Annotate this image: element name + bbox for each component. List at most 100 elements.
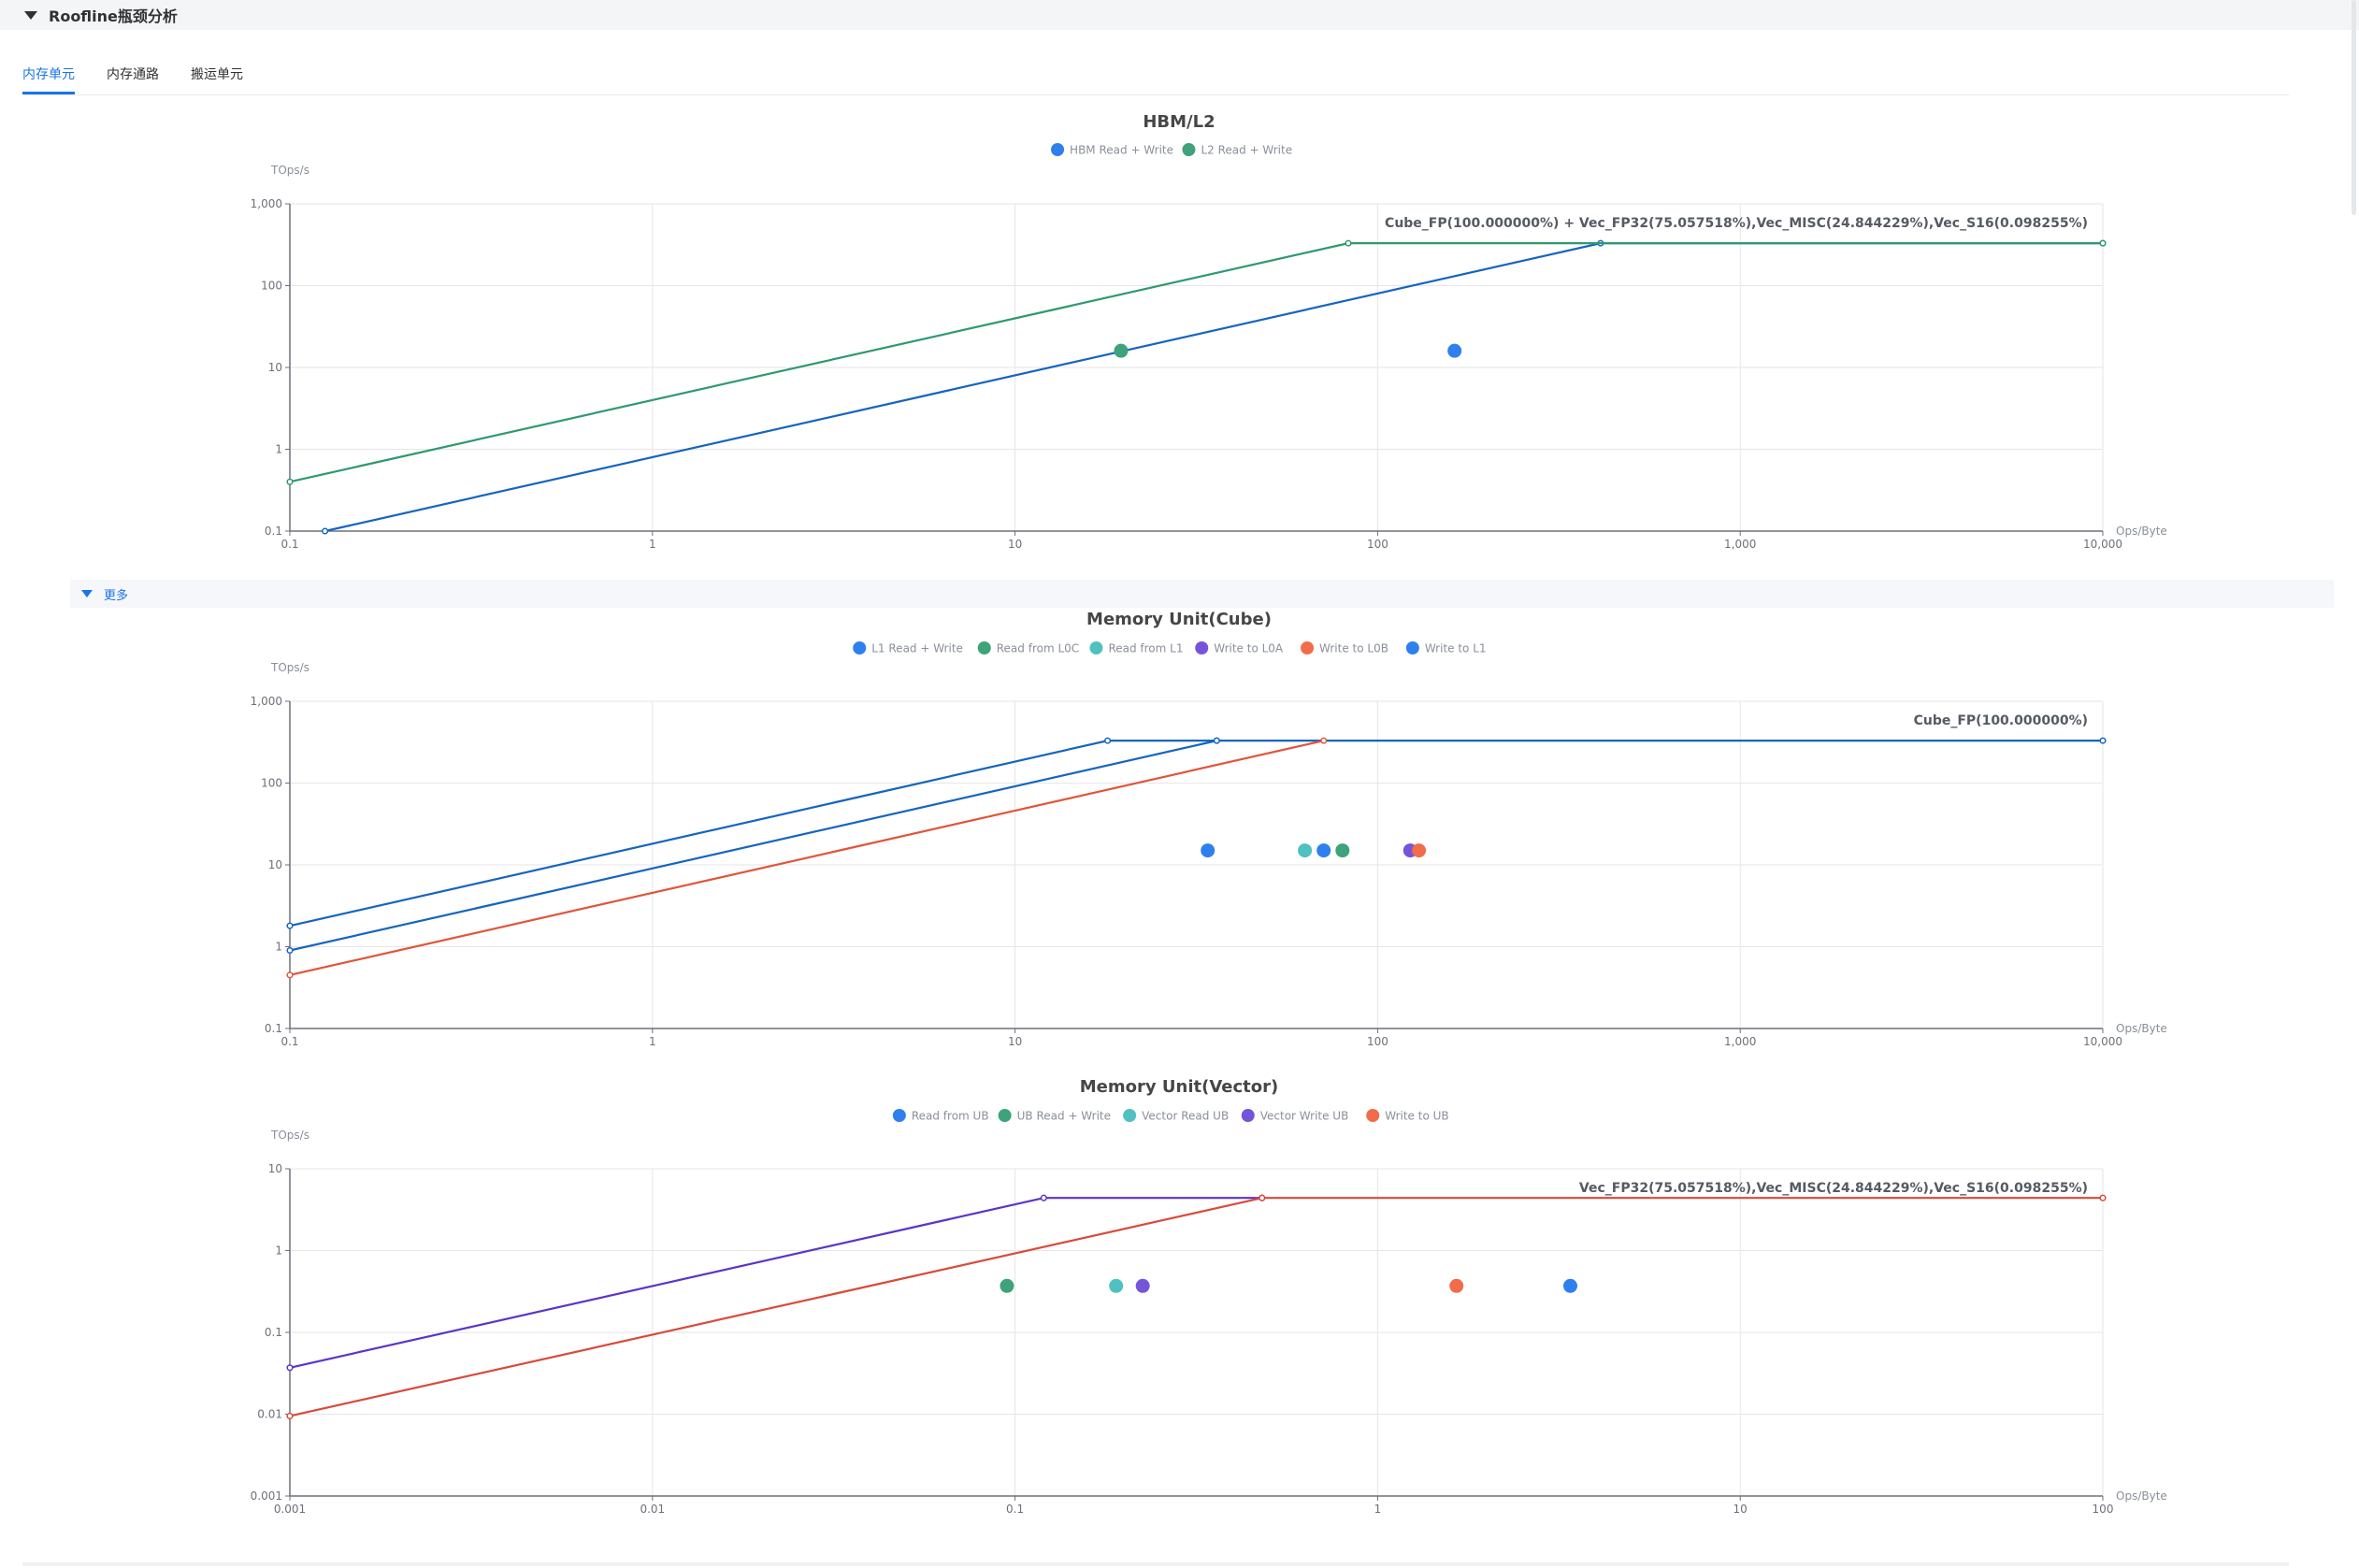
- y-tick-label: 0.1: [265, 1326, 282, 1339]
- y-tick-label: 100: [261, 777, 282, 790]
- roof-label: Cube_FP(100.000000%): [1914, 713, 2088, 728]
- legend-marker-4: [1366, 1109, 1380, 1122]
- data-point-5: [1316, 843, 1331, 858]
- roofline-vertex: [286, 946, 294, 955]
- legend-label: Write to UB: [1385, 1110, 1448, 1123]
- scrollbar[interactable]: [2352, 0, 2356, 215]
- data-point-1: [1000, 1278, 1014, 1293]
- roofline-vertex: [2099, 239, 2107, 247]
- roofline-vertex: [286, 1364, 294, 1372]
- bottom-divider: [22, 1562, 2289, 1566]
- legend-marker-1: [998, 1109, 1012, 1122]
- roof-label: Cube_FP(100.000000%) + Vec_FP32(75.05751…: [1385, 216, 2088, 231]
- legend-marker-0: [892, 1109, 906, 1122]
- x-tick-label: 1: [1374, 1503, 1382, 1516]
- x-tick-label: 1: [649, 538, 656, 551]
- x-tick-label: 0.1: [280, 538, 298, 551]
- legend-label: UB Read + Write: [1017, 1110, 1111, 1123]
- data-point-0: [1447, 343, 1462, 358]
- data-point-2: [1298, 843, 1313, 858]
- legend-label: Write to L0A: [1214, 642, 1284, 655]
- legend-label: HBM Read + Write: [1070, 144, 1173, 157]
- data-point-2: [1109, 1278, 1124, 1293]
- legend-marker-0: [1051, 143, 1065, 156]
- chart-memory-unit-vector: Memory Unit(Vector) Read from UB UB Read +…: [251, 1077, 2167, 1516]
- tab-memory-path[interactable]: 内存通路: [107, 67, 159, 82]
- y-tick-label: 10: [268, 361, 282, 374]
- legend-marker-1: [977, 641, 991, 655]
- legend-label: Vector Read UB: [1142, 1110, 1229, 1123]
- y-tick-label: 0.001: [251, 1489, 282, 1503]
- data-point-1: [1114, 343, 1129, 358]
- roofline-vertex: [322, 527, 329, 535]
- y-tick-label: 1: [275, 1244, 282, 1258]
- y-axis-label: TOps/s: [270, 1129, 309, 1142]
- more-toggle[interactable]: 更多: [70, 580, 2334, 608]
- x-tick-label: 10: [1733, 1503, 1748, 1516]
- x-tick-label: 100: [2093, 1503, 2114, 1516]
- legend-marker-1: [1182, 143, 1196, 156]
- roof-label: Vec_FP32(75.057518%),Vec_MISC(24.844229%…: [1579, 1181, 2088, 1196]
- chart-hbm-l2: HBM/L2 HBM Read + Write L2 Read + Write TOp…: [251, 112, 2167, 551]
- legend-marker-3: [1195, 641, 1209, 655]
- legend-marker-4: [1301, 641, 1315, 655]
- expand-caret-icon: [81, 590, 93, 597]
- x-tick-label: 100: [1367, 1035, 1388, 1048]
- y-tick-label: 1: [275, 941, 282, 954]
- y-tick-label: 10: [268, 858, 282, 871]
- y-tick-label: 0.1: [265, 525, 282, 538]
- roofline-vertex: [286, 922, 294, 929]
- y-tick-label: 0.01: [257, 1408, 282, 1421]
- x-tick-label: 10: [1008, 538, 1022, 551]
- more-label: 更多: [104, 588, 129, 603]
- roofline-vertex: [2099, 1194, 2107, 1201]
- legend-label: Write to L1: [1425, 642, 1487, 655]
- y-tick-label: 1,000: [251, 197, 282, 210]
- legend-marker-2: [1089, 641, 1103, 655]
- legend-label: Vector Write UB: [1260, 1110, 1349, 1123]
- section-title: Roofline瓶颈分析: [49, 7, 178, 25]
- y-tick-label: 1,000: [251, 695, 282, 708]
- chart-title: Memory Unit(Cube): [1086, 610, 1272, 629]
- roofline-vertex: [2099, 737, 2107, 744]
- roofline-vertex: [1345, 239, 1352, 247]
- roofline-0: [289, 740, 2103, 952]
- y-tick-label: 10: [268, 1162, 282, 1175]
- x-tick-label: 0.1: [280, 1035, 298, 1048]
- tab-divider: [22, 94, 2289, 95]
- tab-bar: 内存单元 内存通路 搬运单元: [22, 62, 275, 95]
- roofline-vertex: [1259, 1194, 1266, 1201]
- chart-title: Memory Unit(Vector): [1080, 1077, 1278, 1097]
- legend-marker-2: [1123, 1109, 1137, 1122]
- roofline-vertex: [286, 478, 294, 485]
- legend-label: Read from L0C: [997, 642, 1079, 655]
- legend-label: Read from L1: [1108, 642, 1183, 655]
- tab-memory-unit[interactable]: 内存单元: [22, 62, 75, 95]
- data-point-0: [1563, 1278, 1578, 1293]
- roofline-vertex: [1104, 737, 1112, 744]
- x-tick-label: 0.01: [640, 1503, 665, 1516]
- roofline-vertex: [286, 1412, 294, 1419]
- tab-transfer-unit[interactable]: 搬运单元: [191, 67, 243, 82]
- collapse-caret-icon: [24, 10, 37, 20]
- y-tick-label: 1: [275, 443, 282, 456]
- y-axis-label: TOps/s: [270, 661, 309, 674]
- roofline-section-header[interactable]: Roofline瓶颈分析: [0, 0, 2359, 30]
- roofline-1: [289, 242, 2103, 483]
- data-point-4: [1412, 843, 1427, 858]
- roofline-4: [289, 740, 1324, 976]
- x-tick-label: 0.1: [1006, 1503, 1024, 1516]
- data-point-1: [1335, 843, 1350, 858]
- x-tick-label: 10,000: [2083, 1035, 2122, 1048]
- roofline-vertex: [1040, 1194, 1047, 1201]
- roofline-vertex: [286, 971, 294, 979]
- legend-label: Read from UB: [912, 1110, 989, 1123]
- x-axis-label: Ops/Byte: [2116, 1022, 2167, 1035]
- chart-title: HBM/L2: [1143, 112, 1215, 132]
- x-tick-label: 0.001: [274, 1503, 306, 1516]
- x-axis-label: Ops/Byte: [2116, 1489, 2167, 1503]
- x-tick-label: 1,000: [1724, 538, 1756, 551]
- x-tick-label: 1: [649, 1035, 656, 1048]
- x-tick-label: 10: [1008, 1035, 1022, 1048]
- legend-label: L2 Read + Write: [1201, 144, 1292, 157]
